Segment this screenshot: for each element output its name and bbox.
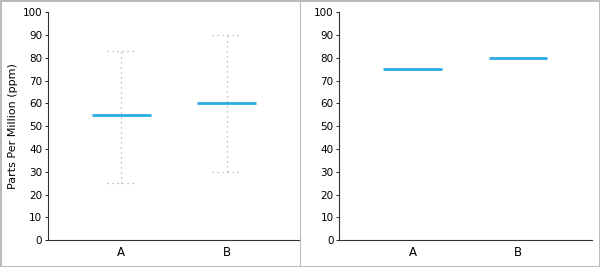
Y-axis label: Parts Per Million (ppm): Parts Per Million (ppm) [8,63,19,189]
